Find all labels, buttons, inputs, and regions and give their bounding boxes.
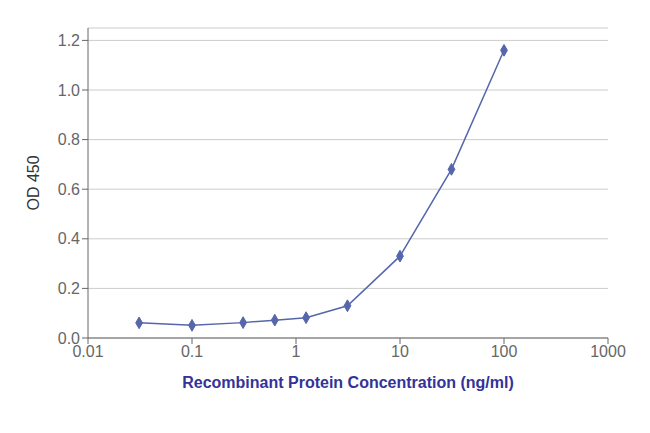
svg-text:0.0: 0.0 (58, 330, 80, 347)
svg-text:0.8: 0.8 (58, 131, 80, 148)
svg-text:1.2: 1.2 (58, 32, 80, 49)
svg-text:0.2: 0.2 (58, 280, 80, 297)
svg-text:1.0: 1.0 (58, 82, 80, 99)
svg-text:Recombinant Protein Concentrat: Recombinant Protein Concentration (ng/ml… (182, 374, 514, 391)
svg-text:100: 100 (491, 343, 518, 360)
svg-text:1000: 1000 (590, 343, 626, 360)
svg-text:1: 1 (292, 343, 301, 360)
svg-text:0.4: 0.4 (58, 230, 80, 247)
svg-text:0.6: 0.6 (58, 181, 80, 198)
svg-text:0.1: 0.1 (181, 343, 203, 360)
svg-text:0.01: 0.01 (72, 343, 104, 361)
svg-text:10: 10 (391, 343, 409, 360)
svg-text:OD 450: OD 450 (25, 155, 42, 210)
